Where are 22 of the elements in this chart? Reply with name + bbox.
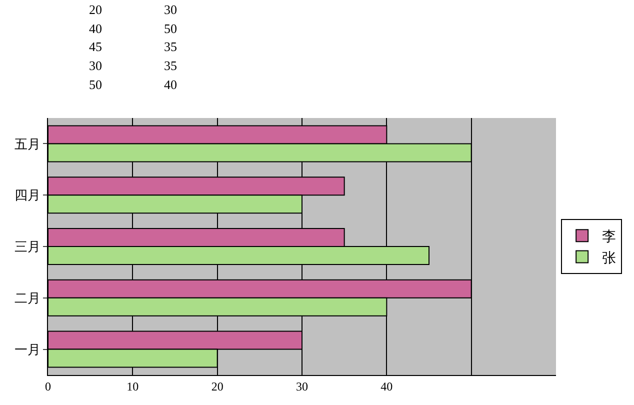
text: 45 — [89, 39, 102, 54]
y-tick-label: 三月 — [14, 240, 40, 256]
y-tick-label: 二月 — [14, 291, 40, 306]
x-tick-label: 10 — [126, 379, 139, 394]
text: 30 — [164, 2, 177, 17]
legend-label: 李 — [602, 229, 616, 246]
y-tick-label: 五月 — [14, 137, 40, 152]
x-tick-label: 40 — [380, 379, 393, 394]
text: 20 — [89, 2, 102, 17]
x-tick-label: 20 — [211, 379, 224, 394]
text: 30 — [89, 58, 102, 73]
y-tick-label: 四月 — [14, 188, 40, 204]
text: 40 — [89, 21, 102, 36]
text: 40 — [164, 77, 177, 92]
x-tick-label: 30 — [296, 379, 308, 394]
text: 50 — [164, 21, 177, 36]
text: 35 — [164, 58, 177, 73]
y-tick-label: 一月 — [14, 342, 40, 358]
x-tick-label: 0 — [45, 379, 51, 394]
text: 35 — [164, 39, 177, 54]
legend-label: 张 — [602, 250, 616, 266]
text: 50 — [89, 77, 102, 92]
